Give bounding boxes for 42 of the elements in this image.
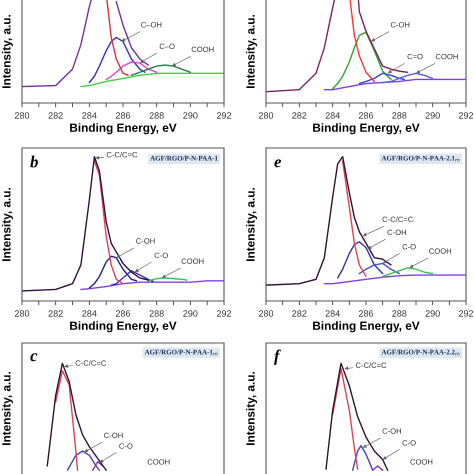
x-tick-label: 284 <box>82 112 97 119</box>
x-tick-label: 290 <box>426 112 440 119</box>
x-tick-label: 288 <box>150 310 164 317</box>
x-tick-label: 286 <box>116 310 130 317</box>
y-axis-title: Intensity, a.u. <box>246 188 257 261</box>
x-tick-label: 292 <box>458 112 474 119</box>
x-tick-label: 288 <box>392 310 406 317</box>
annotation: e <box>274 159 282 168</box>
annotation: f <box>274 350 281 365</box>
x-tick-label: 292 <box>216 310 232 317</box>
x-tick-label: 284 <box>326 112 340 119</box>
x-tick-label: 282 <box>48 310 63 317</box>
x-tick-label: 286 <box>358 310 374 317</box>
x-tick-label: 280 <box>14 310 30 317</box>
x-tick-label: 286 <box>116 112 130 119</box>
x-tick-label: 282 <box>292 310 306 317</box>
y-axis-title: Intensity, a.u. <box>2 15 13 88</box>
y-axis-title: Intensity, a.u. <box>2 372 13 445</box>
x-tick-label: 284 <box>82 310 97 317</box>
x-tick-label: 280 <box>14 112 30 119</box>
x-tick-label: 284 <box>326 310 340 317</box>
x-tick-label: 290 <box>183 112 198 119</box>
y-axis-title: Intensity, a.u. <box>246 372 257 445</box>
x-axis-title: Binding Energy, eV <box>70 123 177 134</box>
x-tick-label: 292 <box>216 112 232 119</box>
x-tick-label: 288 <box>392 112 406 119</box>
annotation: b <box>30 156 38 168</box>
x-tick-label: 290 <box>183 310 198 317</box>
x-axis-title: Binding Energy, eV <box>313 123 420 134</box>
x-axis-title: Binding Energy, eV <box>70 321 177 332</box>
y-axis-title: Intensity, a.u. <box>246 15 257 88</box>
x-tick-label: 286 <box>358 112 374 119</box>
x-tick-label: 280 <box>258 310 274 317</box>
y-axis-title: Intensity, a.u. <box>2 188 13 261</box>
x-tick-label: 280 <box>258 112 274 119</box>
x-tick-label: 282 <box>48 112 63 119</box>
x-tick-label: 282 <box>292 112 306 119</box>
x-axis-title: Binding Energy, eV <box>313 321 420 332</box>
x-tick-label: 292 <box>458 310 474 317</box>
x-tick-label: 288 <box>150 112 164 119</box>
x-tick-label: 290 <box>426 310 440 317</box>
text: c <box>30 353 38 362</box>
